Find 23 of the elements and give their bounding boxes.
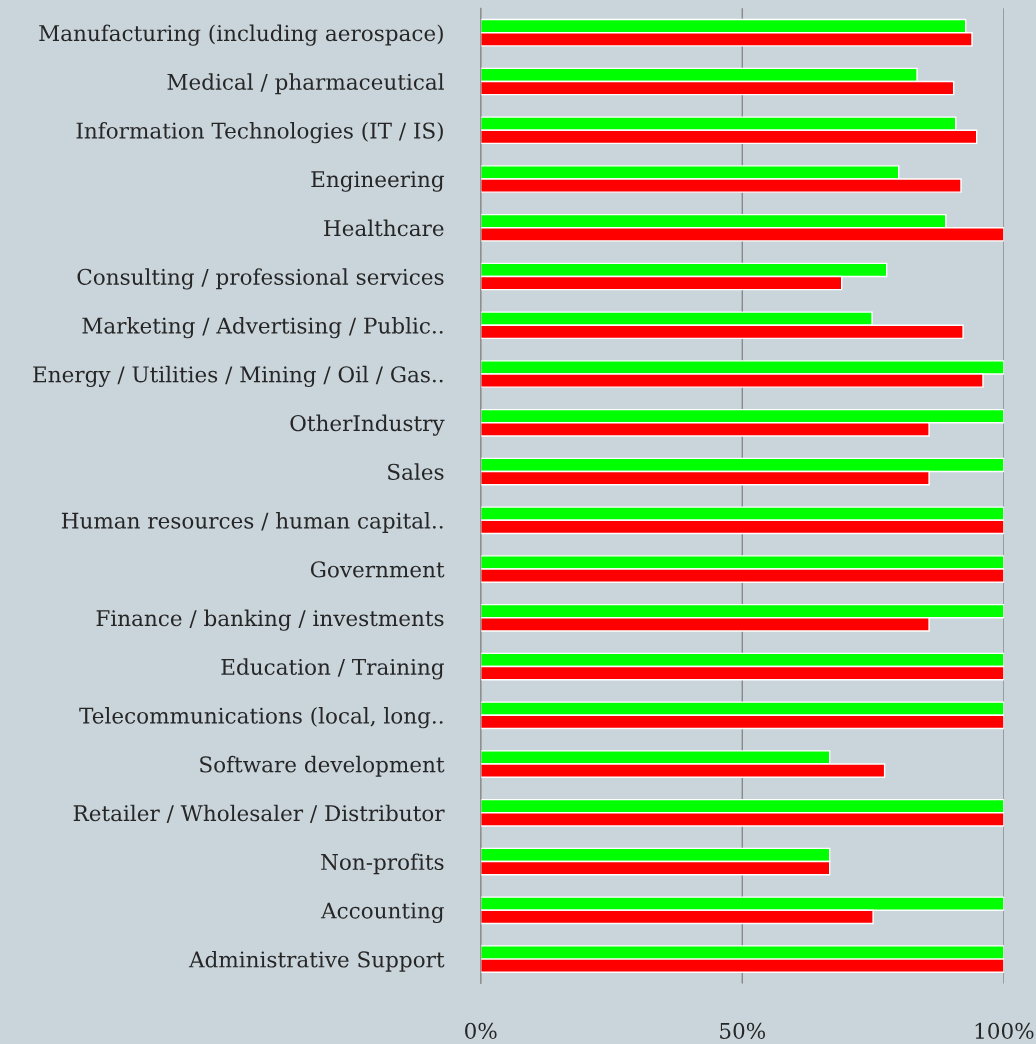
y-tick-label: Sales [388,463,444,481]
y-tick-label: Engineering [311,171,444,192]
y-tick-label: Medical / pharmaceutical [167,73,444,95]
y-tick-label: Energy / Utilities / Mining / Oil / Gas.. [33,365,443,387]
y-tick-label: Accounting [320,902,444,924]
x-tick-label: 100% [975,1022,1034,1039]
x-tick-label: 50% [720,1022,766,1039]
y-tick-label: Retailer / Wholesaler / Distributor [73,804,445,823]
y-tick-label: Administrative Support [188,950,445,972]
y-tick-label: Finance / banking / investments [96,609,444,631]
y-tick-label: Government [310,561,445,578]
y-tick-label: Information Technologies (IT / IS) [76,122,443,144]
y-tick-label: Manufacturing (including aerospace) [39,24,443,46]
y-tick-label: Telecommunications (local, long.. [79,707,443,729]
y-tick-label: Healthcare [324,219,444,237]
y-tick-label: Education / Training [221,658,444,680]
x-tick-label: 0% [465,1022,497,1039]
y-tick-label: Software development [200,755,445,777]
y-tick-label: Consulting / professional services [77,268,444,290]
y-tick-label: Non-profits [321,853,444,875]
y-tick-label: Marketing / Advertising / Public.. [82,317,443,339]
y-tick-label: Human resources / human capital.. [61,512,443,533]
y-tick-label: OtherIndustry [290,414,445,436]
